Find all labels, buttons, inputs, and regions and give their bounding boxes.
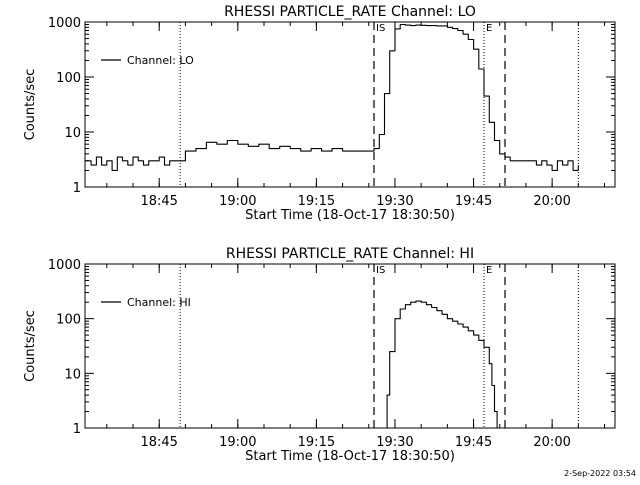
y-tick-label: 10 (64, 126, 81, 141)
event-marker-label: E (486, 23, 492, 34)
plot-frame (84, 263, 616, 429)
y-tick-label: 1 (73, 181, 81, 196)
x-tick-label: 19:00 (219, 194, 256, 209)
y-tick-label: 100 (56, 71, 81, 86)
event-marker-label: IS (376, 23, 385, 34)
panel-lo: RHESSI PARTICLE_RATE Channel: LO Start Ti… (23, 4, 616, 223)
x-tick-label: 19:30 (376, 435, 413, 450)
x-axis-label: Start Time (18-Oct-17 18:30:50) (245, 208, 455, 223)
y-tick-label: 1000 (48, 258, 81, 273)
x-tick-label: 20:00 (533, 194, 570, 209)
x-tick-label: 19:30 (376, 194, 413, 209)
series-line (85, 23, 579, 171)
event-marker-label: IS (376, 265, 385, 276)
y-tick-label: 1 (73, 422, 81, 437)
chart-title: RHESSI PARTICLE_RATE Channel: LO (224, 4, 476, 20)
y-axis-label: Counts/sec (23, 69, 38, 141)
y-axis-label: Counts/sec (23, 310, 38, 382)
x-tick-label: 19:00 (219, 435, 256, 450)
chart-title: RHESSI PARTICLE_RATE Channel: HI (226, 246, 474, 262)
plot-frame (84, 21, 616, 188)
x-tick-label: 20:00 (533, 435, 570, 450)
y-tick-label: 100 (56, 313, 81, 328)
x-tick-label: 18:45 (140, 435, 177, 450)
legend-label: Channel: HI (127, 296, 191, 309)
panel-hi: RHESSI PARTICLE_RATE Channel: HI Start Ti… (23, 246, 616, 464)
x-tick-label: 19:45 (455, 435, 492, 450)
event-marker-label: E (486, 265, 492, 276)
y-tick-label: 1000 (48, 16, 81, 31)
x-axis-label: Start Time (18-Oct-17 18:30:50) (245, 449, 455, 464)
x-tick-label: 19:45 (455, 194, 492, 209)
x-tick-label: 18:45 (140, 194, 177, 209)
x-tick-label: 19:15 (298, 435, 335, 450)
x-tick-label: 19:15 (298, 194, 335, 209)
series-line (384, 300, 498, 428)
legend-label: Channel: LO (127, 54, 194, 67)
y-tick-label: 10 (64, 367, 81, 382)
footer-timestamp: 2-Sep-2022 03:54 (564, 469, 636, 478)
